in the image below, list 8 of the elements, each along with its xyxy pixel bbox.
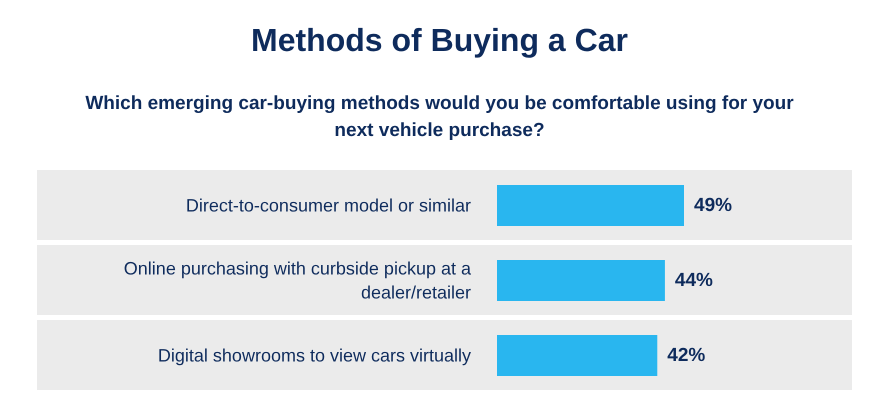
data-label: 44%: [674, 270, 714, 291]
y-tick-label: Direct-to-consumer model or similar: [186, 196, 471, 216]
data-label: 49%: [694, 195, 732, 216]
chart-title: Methods of Buying a Car: [250, 22, 629, 59]
y-tick-label: Online purchasing with curbside pickup at a dealer/retailer: [124, 258, 472, 302]
y-tick-label: Digital showrooms to view cars virtually: [158, 346, 471, 366]
chart-subtitle: Which emerging car-buying methods would you be comfortable using for your next vehicle purchase?: [84, 92, 795, 143]
data-label: 42%: [667, 345, 706, 366]
